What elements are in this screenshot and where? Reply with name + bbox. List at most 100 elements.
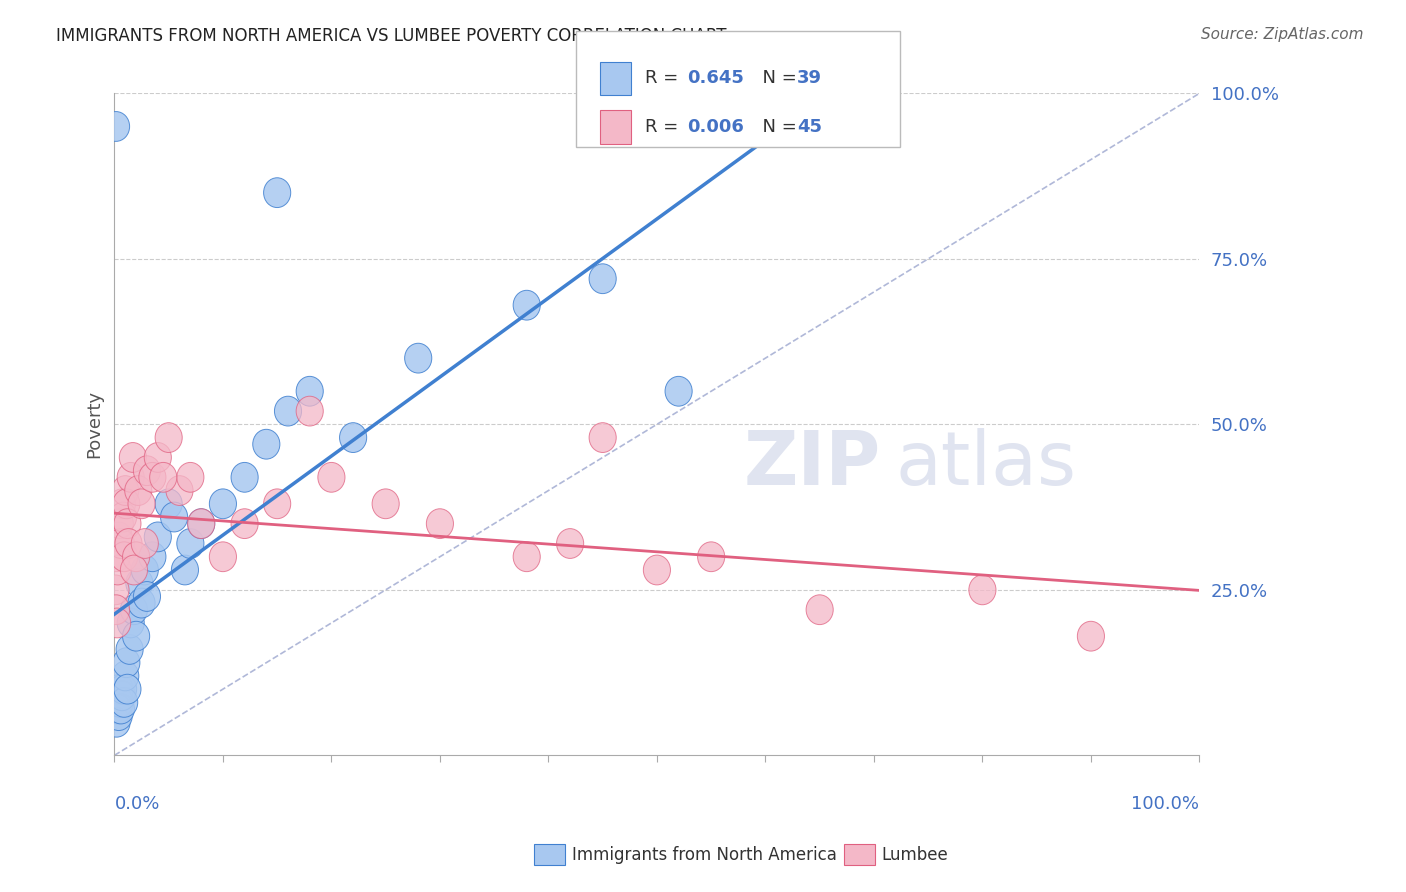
Ellipse shape xyxy=(187,508,215,539)
Text: 0.0%: 0.0% xyxy=(114,795,160,814)
Text: 100.0%: 100.0% xyxy=(1132,795,1199,814)
Ellipse shape xyxy=(134,456,160,485)
Ellipse shape xyxy=(128,588,155,618)
Ellipse shape xyxy=(104,608,131,638)
Ellipse shape xyxy=(513,290,540,320)
Text: atlas: atlas xyxy=(896,427,1077,500)
Text: IMMIGRANTS FROM NORTH AMERICA VS LUMBEE POVERTY CORRELATION CHART: IMMIGRANTS FROM NORTH AMERICA VS LUMBEE … xyxy=(56,27,727,45)
Ellipse shape xyxy=(209,489,236,518)
Text: R =: R = xyxy=(645,70,685,87)
Ellipse shape xyxy=(111,541,138,572)
Ellipse shape xyxy=(139,541,166,572)
Ellipse shape xyxy=(297,376,323,406)
Ellipse shape xyxy=(263,178,291,208)
Ellipse shape xyxy=(665,376,692,406)
Ellipse shape xyxy=(117,608,145,638)
Ellipse shape xyxy=(103,707,131,737)
Ellipse shape xyxy=(128,489,155,518)
Ellipse shape xyxy=(177,529,204,558)
Ellipse shape xyxy=(373,489,399,518)
Ellipse shape xyxy=(108,489,135,518)
Ellipse shape xyxy=(263,489,291,518)
Ellipse shape xyxy=(104,555,131,585)
Ellipse shape xyxy=(103,541,131,572)
Ellipse shape xyxy=(274,396,301,426)
Ellipse shape xyxy=(121,595,148,624)
Ellipse shape xyxy=(107,674,134,704)
Ellipse shape xyxy=(160,502,187,532)
Ellipse shape xyxy=(589,423,616,452)
Text: ZIP: ZIP xyxy=(744,427,882,500)
Ellipse shape xyxy=(231,462,259,492)
Ellipse shape xyxy=(172,555,198,585)
Ellipse shape xyxy=(697,541,724,572)
Ellipse shape xyxy=(117,634,143,665)
Ellipse shape xyxy=(105,522,132,552)
Ellipse shape xyxy=(120,442,146,473)
Ellipse shape xyxy=(131,529,159,558)
Ellipse shape xyxy=(405,343,432,373)
Ellipse shape xyxy=(644,555,671,585)
Ellipse shape xyxy=(107,508,134,539)
Ellipse shape xyxy=(155,489,183,518)
Ellipse shape xyxy=(339,423,367,452)
Ellipse shape xyxy=(115,529,142,558)
Ellipse shape xyxy=(145,442,172,473)
Ellipse shape xyxy=(121,555,148,585)
Ellipse shape xyxy=(131,555,159,585)
Ellipse shape xyxy=(117,462,145,492)
Ellipse shape xyxy=(318,462,344,492)
Ellipse shape xyxy=(145,522,172,552)
Text: 0.645: 0.645 xyxy=(688,70,744,87)
Ellipse shape xyxy=(111,688,138,717)
Ellipse shape xyxy=(103,112,129,141)
Ellipse shape xyxy=(103,595,129,624)
Ellipse shape xyxy=(101,575,129,605)
Ellipse shape xyxy=(166,475,193,506)
Ellipse shape xyxy=(105,701,132,731)
Text: Lumbee: Lumbee xyxy=(882,846,948,863)
Text: 0.006: 0.006 xyxy=(688,118,744,136)
Ellipse shape xyxy=(107,688,134,717)
Ellipse shape xyxy=(297,396,323,426)
Ellipse shape xyxy=(107,694,135,724)
Ellipse shape xyxy=(110,502,136,532)
Ellipse shape xyxy=(1077,622,1105,651)
Y-axis label: Poverty: Poverty xyxy=(86,391,103,458)
Ellipse shape xyxy=(806,595,834,624)
Ellipse shape xyxy=(139,462,166,492)
Ellipse shape xyxy=(125,568,153,599)
Ellipse shape xyxy=(557,529,583,558)
Ellipse shape xyxy=(114,508,141,539)
Text: Source: ZipAtlas.com: Source: ZipAtlas.com xyxy=(1201,27,1364,42)
Ellipse shape xyxy=(513,541,540,572)
Text: R =: R = xyxy=(645,118,685,136)
Ellipse shape xyxy=(177,462,204,492)
Ellipse shape xyxy=(149,462,177,492)
Ellipse shape xyxy=(231,508,259,539)
Ellipse shape xyxy=(426,508,454,539)
Text: N =: N = xyxy=(751,70,803,87)
Ellipse shape xyxy=(112,648,141,678)
Ellipse shape xyxy=(125,475,152,506)
Ellipse shape xyxy=(187,508,215,539)
Ellipse shape xyxy=(107,529,135,558)
Ellipse shape xyxy=(209,541,236,572)
Ellipse shape xyxy=(111,661,139,690)
Ellipse shape xyxy=(112,489,141,518)
Ellipse shape xyxy=(108,681,135,711)
Text: N =: N = xyxy=(751,118,803,136)
Text: 39: 39 xyxy=(797,70,823,87)
Text: Immigrants from North America: Immigrants from North America xyxy=(572,846,837,863)
Ellipse shape xyxy=(969,575,995,605)
Ellipse shape xyxy=(110,674,136,704)
Ellipse shape xyxy=(155,423,183,452)
Ellipse shape xyxy=(589,264,616,293)
Text: 45: 45 xyxy=(797,118,823,136)
Ellipse shape xyxy=(114,674,141,704)
Ellipse shape xyxy=(122,541,149,572)
Ellipse shape xyxy=(122,622,149,651)
Ellipse shape xyxy=(104,694,131,724)
Ellipse shape xyxy=(111,475,139,506)
Ellipse shape xyxy=(253,429,280,459)
